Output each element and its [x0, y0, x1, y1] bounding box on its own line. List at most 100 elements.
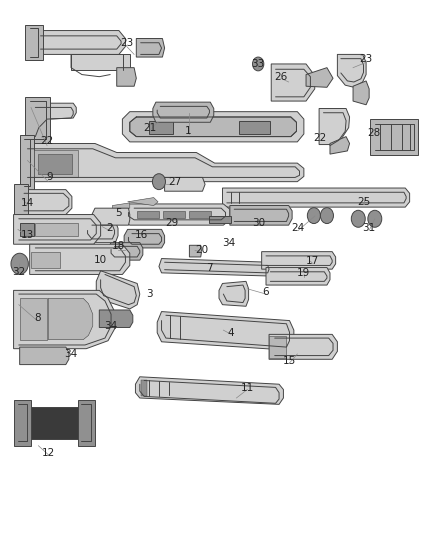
- Polygon shape: [269, 336, 286, 358]
- Text: 6: 6: [263, 287, 269, 297]
- Text: 19: 19: [297, 268, 311, 278]
- Text: 21: 21: [144, 123, 157, 133]
- Polygon shape: [25, 25, 43, 60]
- Polygon shape: [117, 68, 136, 86]
- Text: 18: 18: [111, 241, 125, 252]
- Polygon shape: [78, 400, 95, 446]
- Polygon shape: [20, 298, 47, 340]
- Polygon shape: [92, 208, 130, 225]
- Text: 7: 7: [206, 263, 213, 273]
- Text: 23: 23: [360, 54, 373, 63]
- Text: 34: 34: [64, 349, 78, 359]
- Circle shape: [11, 253, 28, 274]
- Text: 31: 31: [363, 223, 376, 233]
- Text: 30: 30: [252, 218, 265, 228]
- Polygon shape: [239, 120, 270, 134]
- Polygon shape: [330, 136, 350, 154]
- Text: 29: 29: [166, 218, 179, 228]
- Polygon shape: [189, 245, 201, 257]
- Text: 23: 23: [120, 38, 133, 48]
- Polygon shape: [269, 334, 337, 359]
- Text: 25: 25: [357, 197, 370, 207]
- Text: 32: 32: [12, 267, 25, 277]
- Text: 22: 22: [313, 133, 327, 143]
- Text: 2: 2: [106, 223, 113, 233]
- Polygon shape: [127, 198, 158, 206]
- Text: 3: 3: [146, 289, 153, 299]
- Text: 26: 26: [274, 71, 287, 82]
- Text: 15: 15: [283, 356, 296, 366]
- Polygon shape: [25, 143, 304, 182]
- Polygon shape: [157, 312, 294, 350]
- Text: 33: 33: [251, 59, 265, 69]
- Polygon shape: [122, 204, 230, 225]
- Polygon shape: [48, 298, 93, 340]
- Polygon shape: [153, 102, 214, 122]
- Polygon shape: [137, 211, 159, 217]
- Polygon shape: [31, 252, 60, 268]
- Polygon shape: [130, 117, 297, 136]
- Polygon shape: [141, 381, 147, 397]
- Polygon shape: [271, 64, 315, 101]
- Polygon shape: [135, 377, 283, 405]
- Polygon shape: [266, 268, 330, 285]
- Polygon shape: [84, 221, 118, 243]
- Polygon shape: [25, 97, 50, 143]
- Text: 1: 1: [185, 126, 192, 136]
- Text: 16: 16: [135, 230, 148, 240]
- Polygon shape: [122, 112, 304, 142]
- Polygon shape: [136, 38, 165, 57]
- Polygon shape: [163, 211, 185, 217]
- Circle shape: [307, 208, 321, 223]
- Text: 12: 12: [42, 448, 55, 458]
- Text: 14: 14: [21, 198, 34, 208]
- Polygon shape: [39, 154, 72, 174]
- Polygon shape: [99, 310, 133, 327]
- Polygon shape: [219, 281, 249, 306]
- Polygon shape: [14, 215, 101, 244]
- Text: 27: 27: [168, 176, 181, 187]
- Polygon shape: [20, 190, 72, 215]
- Polygon shape: [189, 211, 211, 217]
- Text: 17: 17: [306, 256, 319, 266]
- Text: 4: 4: [228, 328, 234, 338]
- Polygon shape: [319, 109, 350, 144]
- Circle shape: [152, 174, 166, 190]
- Polygon shape: [306, 68, 333, 87]
- Polygon shape: [165, 177, 205, 191]
- Circle shape: [351, 211, 365, 227]
- Polygon shape: [34, 150, 78, 177]
- Polygon shape: [14, 290, 116, 349]
- Polygon shape: [20, 407, 88, 439]
- Text: 34: 34: [222, 238, 235, 248]
- Text: 20: 20: [195, 245, 208, 255]
- Polygon shape: [149, 120, 173, 134]
- Text: 22: 22: [40, 136, 54, 147]
- Polygon shape: [30, 103, 76, 138]
- Polygon shape: [108, 243, 143, 260]
- Text: 34: 34: [104, 321, 118, 331]
- Polygon shape: [20, 223, 34, 236]
- Polygon shape: [159, 259, 272, 276]
- Polygon shape: [371, 119, 418, 155]
- Circle shape: [253, 57, 264, 71]
- Polygon shape: [20, 347, 69, 365]
- Polygon shape: [36, 30, 125, 54]
- Polygon shape: [20, 135, 34, 190]
- Polygon shape: [337, 54, 366, 87]
- Text: 5: 5: [115, 208, 121, 219]
- Polygon shape: [209, 216, 231, 223]
- Text: 10: 10: [94, 255, 107, 265]
- Polygon shape: [353, 81, 369, 105]
- Circle shape: [368, 211, 382, 227]
- Polygon shape: [14, 184, 28, 220]
- Text: 28: 28: [367, 128, 380, 138]
- Text: 24: 24: [292, 223, 305, 233]
- Text: 11: 11: [240, 383, 254, 393]
- Polygon shape: [14, 400, 31, 446]
- Circle shape: [321, 208, 333, 223]
- Polygon shape: [30, 244, 130, 274]
- Polygon shape: [71, 54, 130, 70]
- Polygon shape: [113, 203, 130, 209]
- Polygon shape: [35, 223, 78, 236]
